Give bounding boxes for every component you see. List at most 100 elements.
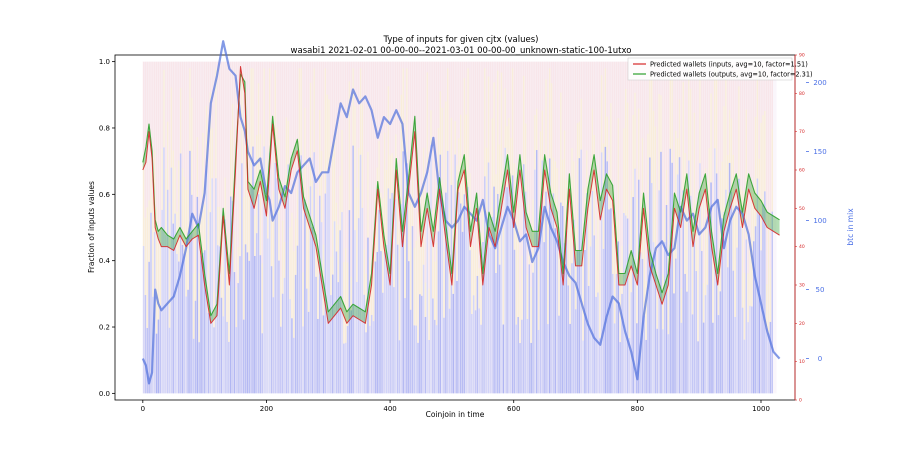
bg-bar-red <box>283 61 286 242</box>
bg-bar-yellow <box>727 155 729 268</box>
chart-title: Type of inputs for given cjtx (values) <box>383 35 539 45</box>
bg-bar-blue <box>192 338 195 394</box>
bg-bar-red <box>448 61 451 209</box>
bg-bar-red <box>352 61 354 69</box>
bg-bar-red <box>523 61 525 76</box>
bg-bar-blue <box>606 161 608 394</box>
bg-bar-yellow <box>738 86 740 179</box>
bg-bar-red <box>267 61 269 175</box>
bg-bar-blue <box>304 199 306 394</box>
bg-bar-blue <box>535 150 538 394</box>
bg-bar-yellow <box>758 158 761 215</box>
bg-bar-yellow <box>597 197 599 293</box>
bg-bar-blue <box>645 339 647 394</box>
y-right-mid-tick-label: 0 <box>818 355 822 363</box>
bg-bar-blue <box>489 247 492 394</box>
y-right-outer-tick-label: 50 <box>799 206 805 212</box>
bg-bar-red <box>315 61 317 189</box>
bg-bar-yellow <box>535 108 538 151</box>
bg-bar-yellow <box>548 68 551 159</box>
bg-bar-blue <box>741 307 744 394</box>
bg-bar-yellow <box>430 110 432 145</box>
bg-bar-red <box>346 61 349 263</box>
bg-bar-red <box>656 61 659 296</box>
y-right-outer-tick-label: 0 <box>799 398 802 404</box>
bg-bar-red <box>237 61 239 247</box>
bg-bar-red <box>676 61 679 139</box>
bg-bar-red <box>426 61 429 73</box>
bg-bar-yellow <box>255 135 258 234</box>
bg-bar-blue <box>148 261 150 394</box>
bg-bar-yellow <box>272 190 275 298</box>
y-left-tick-label: 0.8 <box>99 124 110 132</box>
bg-bar-yellow <box>285 117 288 197</box>
bg-bar-blue <box>335 251 338 394</box>
bg-bar-blue <box>181 244 184 394</box>
bg-bar-red <box>357 61 360 149</box>
bg-bar-blue <box>580 149 582 394</box>
bg-bar-blue <box>712 322 714 394</box>
bg-bar-blue <box>241 163 243 394</box>
bg-bar-yellow <box>413 247 416 326</box>
bg-bar-yellow <box>671 76 673 163</box>
x-tick-label: 800 <box>631 405 644 413</box>
bg-bar-blue <box>604 146 607 394</box>
y-left-tick-label: 0.4 <box>99 257 111 265</box>
bg-bar-red <box>398 61 401 229</box>
bg-bar-blue <box>643 315 646 394</box>
bg-bar-red <box>300 61 302 69</box>
bg-bar-yellow <box>545 79 547 192</box>
bg-bar-blue <box>682 190 684 394</box>
bg-bar-blue <box>170 167 173 394</box>
bg-bar-blue <box>281 293 284 394</box>
bg-bar-red <box>469 61 471 174</box>
bg-bar-red <box>356 61 358 188</box>
bg-bar-yellow <box>461 169 464 232</box>
bg-bar-yellow <box>747 273 749 323</box>
bg-bar-red <box>161 61 163 149</box>
bg-bar-red <box>595 61 597 240</box>
bg-bar-blue <box>632 197 634 394</box>
bg-bar-yellow <box>326 94 328 172</box>
bg-bar-blue <box>228 341 230 394</box>
bg-bar-blue <box>142 245 145 394</box>
bg-bar-blue <box>550 208 553 394</box>
bg-bar-blue <box>534 169 536 394</box>
bg-bar-blue <box>617 241 620 394</box>
bg-bar-yellow <box>415 240 417 326</box>
bg-bar-yellow <box>155 207 158 334</box>
y-right-outer-tick-label: 90 <box>799 53 805 59</box>
bg-bar-red <box>217 61 219 207</box>
bg-bar-yellow <box>723 106 725 213</box>
bg-bar-yellow <box>304 107 306 200</box>
bg-bar-red <box>252 61 254 69</box>
bg-bar-blue <box>389 198 391 394</box>
bg-bar-red <box>170 61 173 88</box>
bg-bar-yellow <box>628 244 631 339</box>
bg-bar-yellow <box>771 128 773 212</box>
bg-bar-red <box>317 61 319 247</box>
bg-bar-yellow <box>565 179 568 231</box>
bg-bar-blue <box>760 250 762 394</box>
bg-bar-blue <box>163 147 165 394</box>
bg-bar-blue <box>267 238 269 394</box>
bg-bar-blue <box>196 196 199 394</box>
bg-bar-red <box>446 61 449 69</box>
bg-bar-red <box>613 61 616 204</box>
bg-bar-yellow <box>625 88 627 216</box>
bg-bar-yellow <box>148 200 150 262</box>
bg-bar-red <box>406 61 408 69</box>
bg-bar-red <box>348 61 351 82</box>
bg-bar-yellow <box>623 128 625 214</box>
bg-bar-red <box>450 61 453 118</box>
bg-bar-yellow <box>359 68 362 155</box>
bg-bar-blue <box>676 174 679 394</box>
bg-bar-blue <box>771 211 773 394</box>
bg-bar-yellow <box>547 218 549 325</box>
bg-bar-yellow <box>725 79 727 190</box>
bg-bar-red <box>489 61 492 208</box>
bg-bar-red <box>480 61 482 233</box>
bg-bar-yellow <box>491 118 493 217</box>
bg-bar-blue <box>754 226 757 394</box>
